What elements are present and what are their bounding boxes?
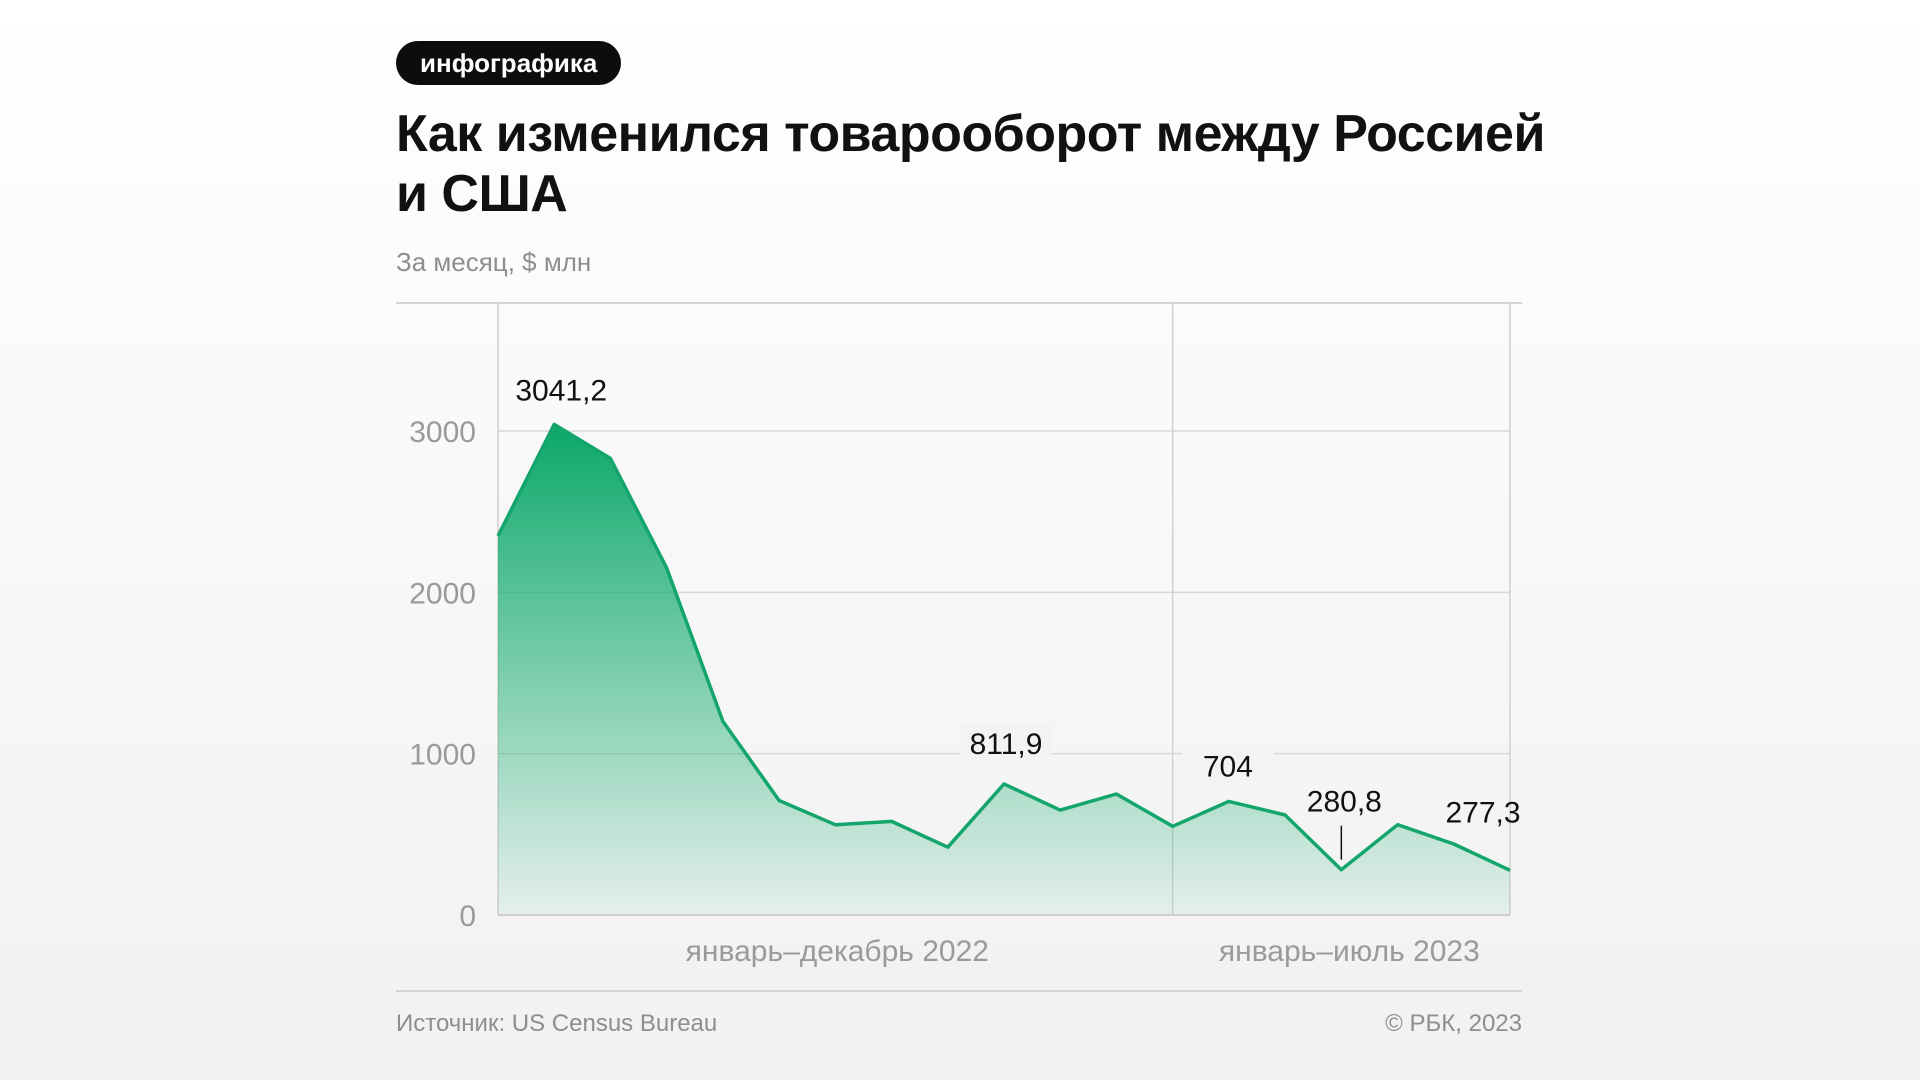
data-label-bg xyxy=(960,724,1052,765)
data-label: 280,8 xyxy=(1307,786,1382,819)
data-point xyxy=(1507,867,1513,873)
data-point xyxy=(1282,812,1288,818)
data-point xyxy=(889,818,895,824)
data-point xyxy=(1395,822,1401,828)
data-label: 277,3 xyxy=(1445,796,1520,829)
trade-area-chart: 0 1000 2000 3000 3041,2 811,9 704 280,8 277,3 янв… xyxy=(396,302,1522,992)
y-tick-label: 0 xyxy=(459,900,476,933)
infographic-badge: инфографика xyxy=(396,41,622,85)
data-point xyxy=(776,797,782,803)
data-point xyxy=(1057,807,1063,813)
series-line xyxy=(496,422,1511,872)
chart-subtitle: За месяц, $ млн xyxy=(396,247,592,277)
data-label: 811,9 xyxy=(970,728,1043,761)
data-point xyxy=(1338,867,1344,873)
data-point xyxy=(607,455,613,461)
data-point xyxy=(1451,841,1457,847)
series-area xyxy=(498,424,1510,915)
data-point xyxy=(1226,798,1232,804)
data-point xyxy=(1001,781,1007,787)
copyright-note: © РБК, 2023 xyxy=(1385,1010,1522,1037)
source-note: Источник: US Census Bureau xyxy=(396,1010,718,1037)
y-tick-label: 3000 xyxy=(409,416,476,449)
y-tick-label: 1000 xyxy=(409,739,476,772)
data-label: 704 xyxy=(1203,750,1253,783)
x-period-label-2022: январь–декабрь 2022 xyxy=(686,935,989,968)
data-label-bg xyxy=(1181,746,1274,787)
data-point xyxy=(495,533,501,539)
data-point xyxy=(551,421,557,427)
data-point xyxy=(945,844,951,850)
chart-title: Как изменился товарооборот между Россией… xyxy=(396,105,1545,223)
data-point xyxy=(832,822,838,828)
y-tick-label: 2000 xyxy=(409,577,476,610)
data-point xyxy=(1170,823,1176,829)
data-point xyxy=(1113,791,1119,797)
data-label: 3041,2 xyxy=(515,374,607,407)
data-point xyxy=(664,565,670,571)
x-period-label-2023: январь–июль 2023 xyxy=(1219,935,1480,968)
data-point xyxy=(720,718,726,724)
